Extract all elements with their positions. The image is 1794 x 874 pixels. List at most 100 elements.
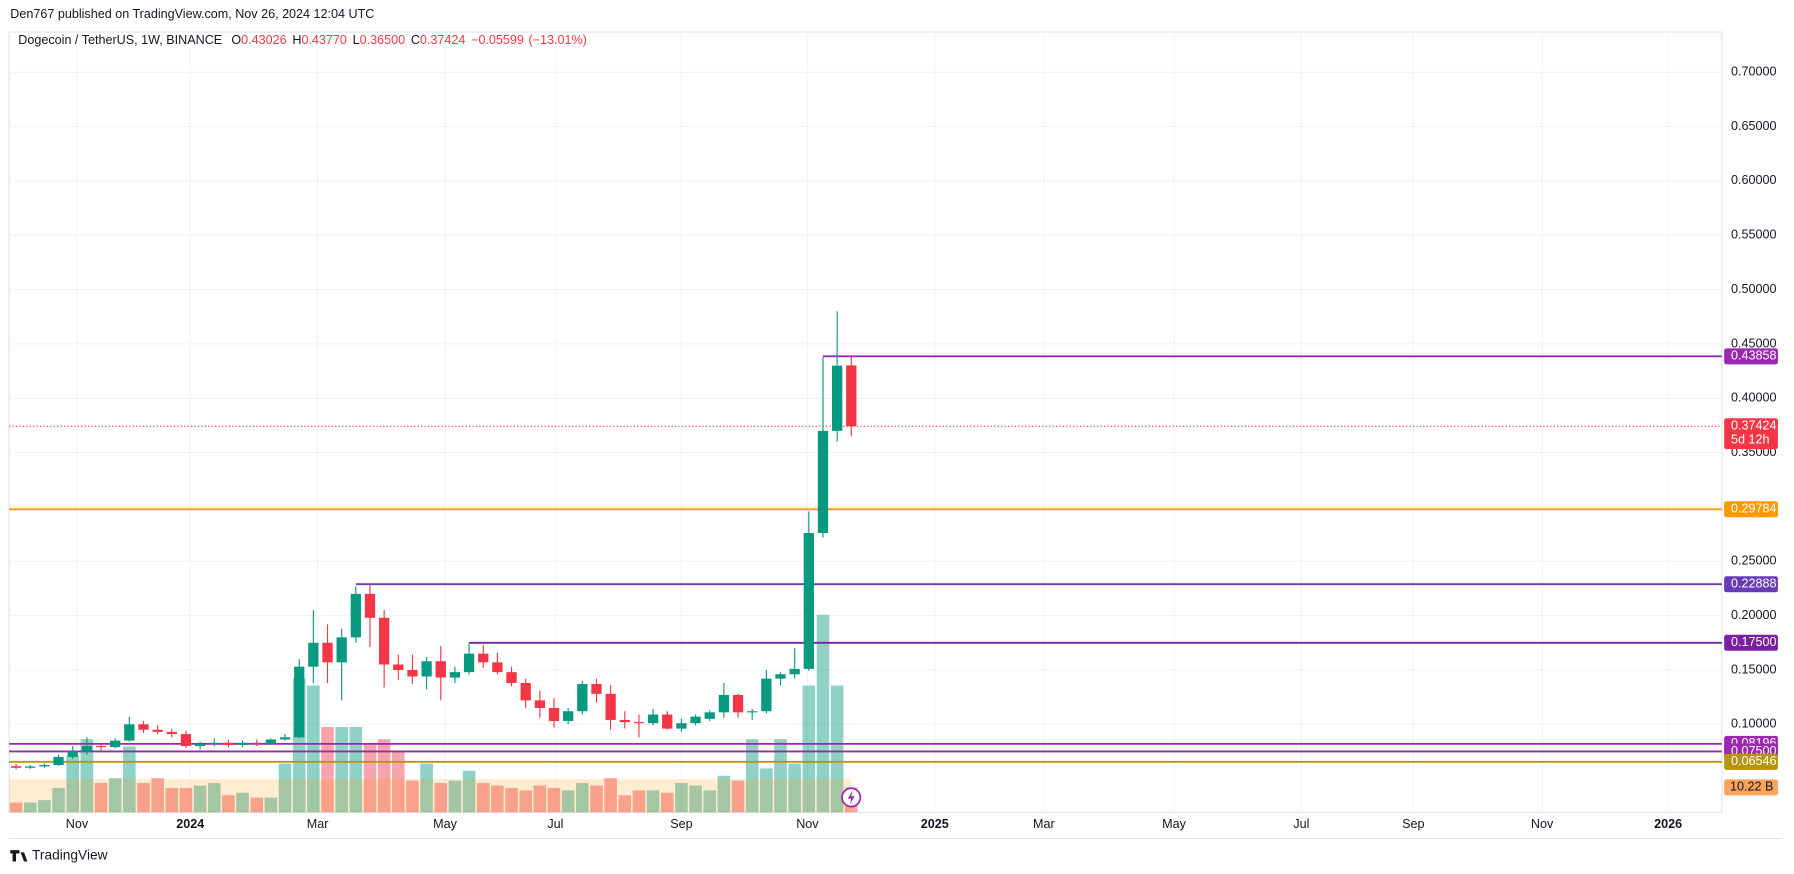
candle-body — [251, 742, 262, 744]
volume-bar — [547, 787, 561, 813]
volume-bar — [533, 785, 547, 813]
candle-body — [350, 593, 361, 638]
ohlc-key: H — [292, 34, 301, 48]
level-label: 0.43858 — [1731, 349, 1776, 363]
volume-bar — [52, 787, 65, 813]
candle-body — [478, 653, 489, 663]
x-tick-label: May — [433, 817, 457, 831]
candle-body — [336, 637, 347, 663]
candle-body — [534, 700, 546, 708]
x-tick-label: Nov — [796, 817, 819, 831]
ohlc-key: O — [231, 34, 241, 48]
volume-bar — [165, 787, 179, 813]
candle-body — [95, 746, 107, 748]
candle-body — [676, 723, 687, 729]
volume-bar — [760, 768, 773, 813]
volume-badge — [1724, 779, 1778, 796]
x-tick-label: 2026 — [1654, 817, 1682, 831]
candle-body — [591, 684, 602, 694]
x-tick-label: Nov — [66, 817, 89, 831]
volume-bar — [236, 792, 249, 813]
legend: Dogecoin / TetherUS, 1W, BINANCE O0.43026… — [18, 34, 587, 48]
candle-body — [166, 731, 177, 735]
candle-body — [662, 714, 673, 729]
x-tick-label: Sep — [670, 817, 692, 831]
candle-body — [53, 756, 64, 766]
last-price-badge — [1724, 418, 1778, 450]
candle-body — [831, 365, 843, 431]
axes: 0.100000.150000.200000.250000.300000.350… — [66, 65, 1778, 831]
level-label: 0.22888 — [1731, 577, 1776, 591]
candle-body — [761, 678, 772, 712]
volume-bar — [731, 780, 745, 813]
candle-body — [718, 694, 730, 713]
y-tick-label: 0.70000 — [1731, 65, 1776, 79]
replay-icon — [841, 787, 862, 808]
x-tick-label: Mar — [307, 817, 329, 831]
levels — [9, 355, 1722, 763]
volume-bar — [108, 778, 122, 813]
x-tick-label: Mar — [1033, 817, 1055, 831]
candle-body — [548, 707, 560, 722]
x-tick-label: 2025 — [921, 817, 949, 831]
volume-bar — [660, 792, 674, 813]
volume-bar — [675, 783, 688, 813]
y-tick-label: 0.50000 — [1731, 282, 1776, 296]
volume-bar — [491, 785, 504, 813]
volume-bar — [38, 800, 51, 813]
y-tick-label: 0.20000 — [1731, 608, 1776, 622]
y-tick-label: 0.25000 — [1731, 554, 1776, 568]
volume-bar — [689, 785, 702, 813]
level-label: 0.06546 — [1731, 754, 1776, 768]
candle-body — [690, 716, 701, 724]
volume-bar — [590, 785, 603, 813]
candle-body — [265, 739, 277, 744]
y-tick-label: 0.10000 — [1731, 717, 1776, 731]
volume-bar — [406, 780, 419, 813]
x-tick-label: Jul — [547, 817, 563, 831]
level-badge — [1724, 634, 1778, 651]
candle-body — [237, 742, 248, 745]
candle-body — [180, 734, 192, 747]
volume-bar — [632, 790, 646, 813]
candle-body — [732, 694, 744, 713]
candle-body — [279, 737, 291, 740]
candle-body — [803, 533, 814, 669]
candle-body — [294, 666, 305, 738]
ohlc-key: C — [411, 34, 420, 48]
candle-body — [704, 712, 715, 719]
y-tick-label: 0.40000 — [1731, 391, 1776, 405]
volume-bar — [519, 790, 532, 813]
indicator-band — [9, 779, 852, 813]
volume-bar — [377, 739, 391, 813]
volume-bar — [576, 783, 589, 813]
volume-bar — [745, 739, 759, 813]
candle-body — [435, 661, 446, 678]
candle-body — [81, 746, 93, 752]
volume-bar — [604, 778, 617, 813]
volume-bar — [222, 795, 235, 813]
candle-body — [492, 662, 503, 673]
x-tick-label: May — [1162, 817, 1186, 831]
footer: TradingView — [10, 847, 108, 862]
candle-body — [25, 766, 36, 768]
volume-bar — [9, 802, 23, 813]
candle-body — [605, 693, 616, 720]
plot-frame — [8, 31, 1723, 813]
candle-body — [378, 617, 390, 665]
candle-body — [124, 724, 135, 741]
bar-countdown: 5d 12h — [1731, 432, 1769, 446]
level-badge — [1724, 501, 1778, 518]
candle-body — [407, 669, 418, 677]
y-tick-label: 0.15000 — [1731, 662, 1776, 676]
level-badge — [1724, 348, 1778, 365]
level-label: 0.17500 — [1731, 635, 1776, 649]
candles — [10, 311, 857, 770]
volume-pane — [9, 614, 858, 813]
volume-bar — [307, 685, 320, 813]
volume-bar — [774, 739, 787, 813]
volume-bar — [151, 778, 164, 813]
volume-bar — [816, 614, 830, 813]
